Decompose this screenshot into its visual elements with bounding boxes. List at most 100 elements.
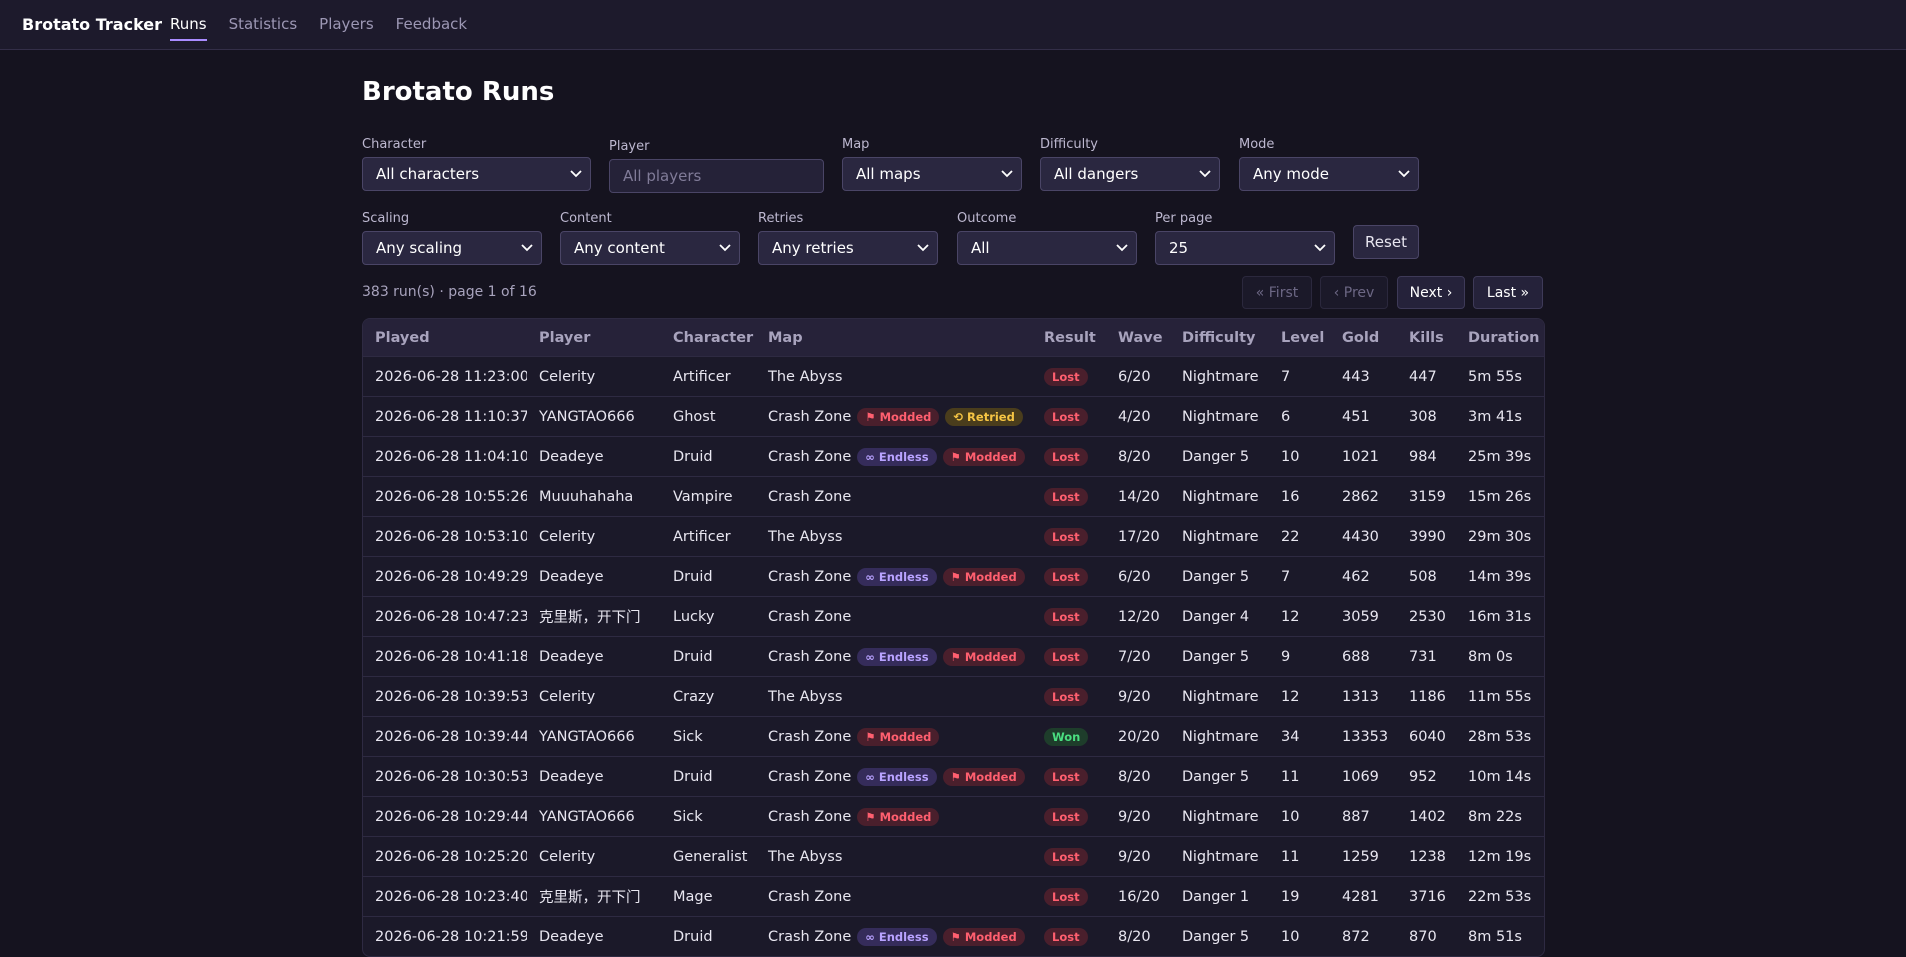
column-header[interactable]: Kills bbox=[1397, 319, 1456, 357]
select[interactable]: Any retries bbox=[758, 231, 938, 265]
nav-link[interactable]: Players bbox=[319, 15, 374, 33]
run-row[interactable]: 2026-06-28 10:25:20 Celerity Generalist The… bbox=[363, 836, 1544, 877]
character-cell: Artificer bbox=[661, 356, 756, 397]
run-row[interactable]: 2026-06-28 10:55:26 Muuuhahaha Vampire Cras… bbox=[363, 476, 1544, 517]
played-cell: 2026-06-28 10:30:53 bbox=[363, 756, 527, 797]
column-header[interactable]: Level bbox=[1269, 319, 1330, 357]
select[interactable]: All maps bbox=[842, 157, 1022, 191]
result-cell: Lost bbox=[1032, 516, 1106, 557]
tag-badge: ⚑ Modded bbox=[857, 727, 940, 746]
gold-cell: 1259 bbox=[1330, 836, 1397, 877]
run-row[interactable]: 2026-06-28 10:21:59 Deadeye Druid Crash Zon… bbox=[363, 916, 1544, 956]
map-cell: Crash Zone bbox=[756, 476, 1032, 517]
column-header[interactable]: Player bbox=[527, 319, 661, 357]
run-row[interactable]: 2026-06-28 10:53:10 Celerity Artificer The … bbox=[363, 516, 1544, 557]
page-button[interactable]: Last » bbox=[1473, 276, 1543, 309]
map-cell: Crash Zone ∞ Endless ⚑ Modded bbox=[756, 636, 1032, 677]
select[interactable]: Any scaling bbox=[362, 231, 542, 265]
map: Crash Zone bbox=[768, 888, 852, 905]
result-badge: Lost bbox=[1044, 847, 1088, 866]
text-input[interactable]: All players bbox=[609, 159, 824, 193]
select[interactable]: Any mode bbox=[1239, 157, 1419, 191]
select[interactable]: 25 bbox=[1155, 231, 1335, 265]
nav-link[interactable]: Statistics bbox=[228, 15, 298, 33]
run-row[interactable]: 2026-06-28 11:10:37 YANGTAO666 Ghost Crash … bbox=[363, 396, 1544, 437]
difficulty-cell: Nightmare bbox=[1170, 476, 1269, 517]
column-header[interactable]: Character bbox=[661, 319, 756, 357]
wave-cell: 6/20 bbox=[1106, 356, 1170, 397]
column-header[interactable]: Played bbox=[363, 319, 527, 357]
played-cell: 2026-06-28 10:53:10 bbox=[363, 516, 527, 557]
difficulty-cell: Nightmare bbox=[1170, 396, 1269, 437]
duration-cell: 11m 55s bbox=[1456, 676, 1544, 717]
select[interactable]: Any content bbox=[560, 231, 740, 265]
result-cell: Lost bbox=[1032, 876, 1106, 917]
column-header[interactable]: Map bbox=[756, 319, 1032, 357]
run-row[interactable]: 2026-06-28 11:04:10 Deadeye Druid Crash Zon… bbox=[363, 436, 1544, 477]
filter-label: Scaling bbox=[362, 211, 410, 226]
kills-cell: 984 bbox=[1397, 436, 1456, 477]
brand[interactable]: Brotato Tracker bbox=[22, 15, 163, 34]
map-cell: The Abyss bbox=[756, 676, 1032, 717]
page-button[interactable]: Next › bbox=[1397, 276, 1465, 309]
map-cell: Crash Zone bbox=[756, 876, 1032, 917]
run-row[interactable]: 2026-06-28 10:23:40 克里斯，开下门 Mage Crash Zone… bbox=[363, 876, 1544, 917]
summary: 383 run(s) · page 1 of 16 bbox=[362, 284, 537, 300]
played-cell: 2026-06-28 10:55:26 bbox=[363, 476, 527, 517]
run-row[interactable]: 2026-06-28 10:39:44 YANGTAO666 Sick Crash Z… bbox=[363, 716, 1544, 757]
result-cell: Lost bbox=[1032, 756, 1106, 797]
result-cell: Lost bbox=[1032, 796, 1106, 837]
gold-cell: 887 bbox=[1330, 796, 1397, 837]
gold-cell: 3059 bbox=[1330, 596, 1397, 637]
run-row[interactable]: 2026-06-28 10:47:23 克里斯，开下门 Lucky Crash Zon… bbox=[363, 596, 1544, 637]
kills-cell: 1186 bbox=[1397, 676, 1456, 717]
result-badge: Lost bbox=[1044, 927, 1088, 946]
character-cell: Druid bbox=[661, 636, 756, 677]
column-header[interactable]: Result bbox=[1032, 319, 1106, 357]
wave-cell: 12/20 bbox=[1106, 596, 1170, 637]
difficulty-cell: Danger 4 bbox=[1170, 596, 1269, 637]
column-header[interactable]: Duration bbox=[1456, 319, 1544, 357]
character-cell: Crazy bbox=[661, 676, 756, 717]
played-cell: 2026-06-28 10:23:40 bbox=[363, 876, 527, 917]
column-header[interactable]: Difficulty bbox=[1170, 319, 1269, 357]
run-row[interactable]: 2026-06-28 10:49:29 Deadeye Druid Crash Zon… bbox=[363, 556, 1544, 597]
chevron bbox=[1314, 244, 1326, 252]
column-header[interactable]: Gold bbox=[1330, 319, 1397, 357]
navbar: Brotato Tracker Runs Statistics Players Fee… bbox=[0, 0, 1906, 50]
reset-button[interactable]: Reset bbox=[1353, 225, 1419, 259]
tag-badge: ⚑ Modded bbox=[942, 927, 1025, 946]
select[interactable]: All characters bbox=[362, 157, 591, 191]
run-row[interactable]: 2026-06-28 10:30:53 Deadeye Druid Crash Zon… bbox=[363, 756, 1544, 797]
select[interactable]: All dangers bbox=[1040, 157, 1220, 191]
result-cell: Lost bbox=[1032, 476, 1106, 517]
difficulty-cell: Nightmare bbox=[1170, 676, 1269, 717]
filter: Map All maps bbox=[842, 137, 1022, 191]
character-cell: Druid bbox=[661, 556, 756, 597]
player-cell: Celerity bbox=[527, 676, 661, 717]
difficulty-cell: Danger 5 bbox=[1170, 916, 1269, 956]
run-row[interactable]: 2026-06-28 10:29:44 YANGTAO666 Sick Crash Z… bbox=[363, 796, 1544, 837]
gold-cell: 688 bbox=[1330, 636, 1397, 677]
wave-cell: 4/20 bbox=[1106, 396, 1170, 437]
filter-label: Map bbox=[842, 137, 870, 152]
map: Crash Zone bbox=[768, 928, 852, 945]
result-badge: Lost bbox=[1044, 527, 1088, 546]
nav-link[interactable]: Feedback bbox=[395, 15, 468, 33]
gold-cell: 2862 bbox=[1330, 476, 1397, 517]
filter-label: Character bbox=[362, 137, 427, 152]
column-header[interactable]: Wave bbox=[1106, 319, 1170, 357]
duration-cell: 25m 39s bbox=[1456, 436, 1544, 477]
level-cell: 22 bbox=[1269, 516, 1330, 557]
kills-cell: 870 bbox=[1397, 916, 1456, 956]
run-row[interactable]: 2026-06-28 10:41:18 Deadeye Druid Crash Zon… bbox=[363, 636, 1544, 677]
chevron bbox=[1001, 170, 1013, 178]
nav-link[interactable]: Runs bbox=[170, 15, 207, 41]
difficulty-cell: Danger 5 bbox=[1170, 436, 1269, 477]
select[interactable]: All bbox=[957, 231, 1137, 265]
run-row[interactable]: 2026-06-28 10:39:53 Celerity Crazy The Abys… bbox=[363, 676, 1544, 717]
difficulty-cell: Danger 1 bbox=[1170, 876, 1269, 917]
page-button: ‹ Prev bbox=[1320, 276, 1388, 309]
run-row[interactable]: 2026-06-28 11:23:00 Celerity Artificer The … bbox=[363, 356, 1544, 397]
result-cell: Lost bbox=[1032, 836, 1106, 877]
